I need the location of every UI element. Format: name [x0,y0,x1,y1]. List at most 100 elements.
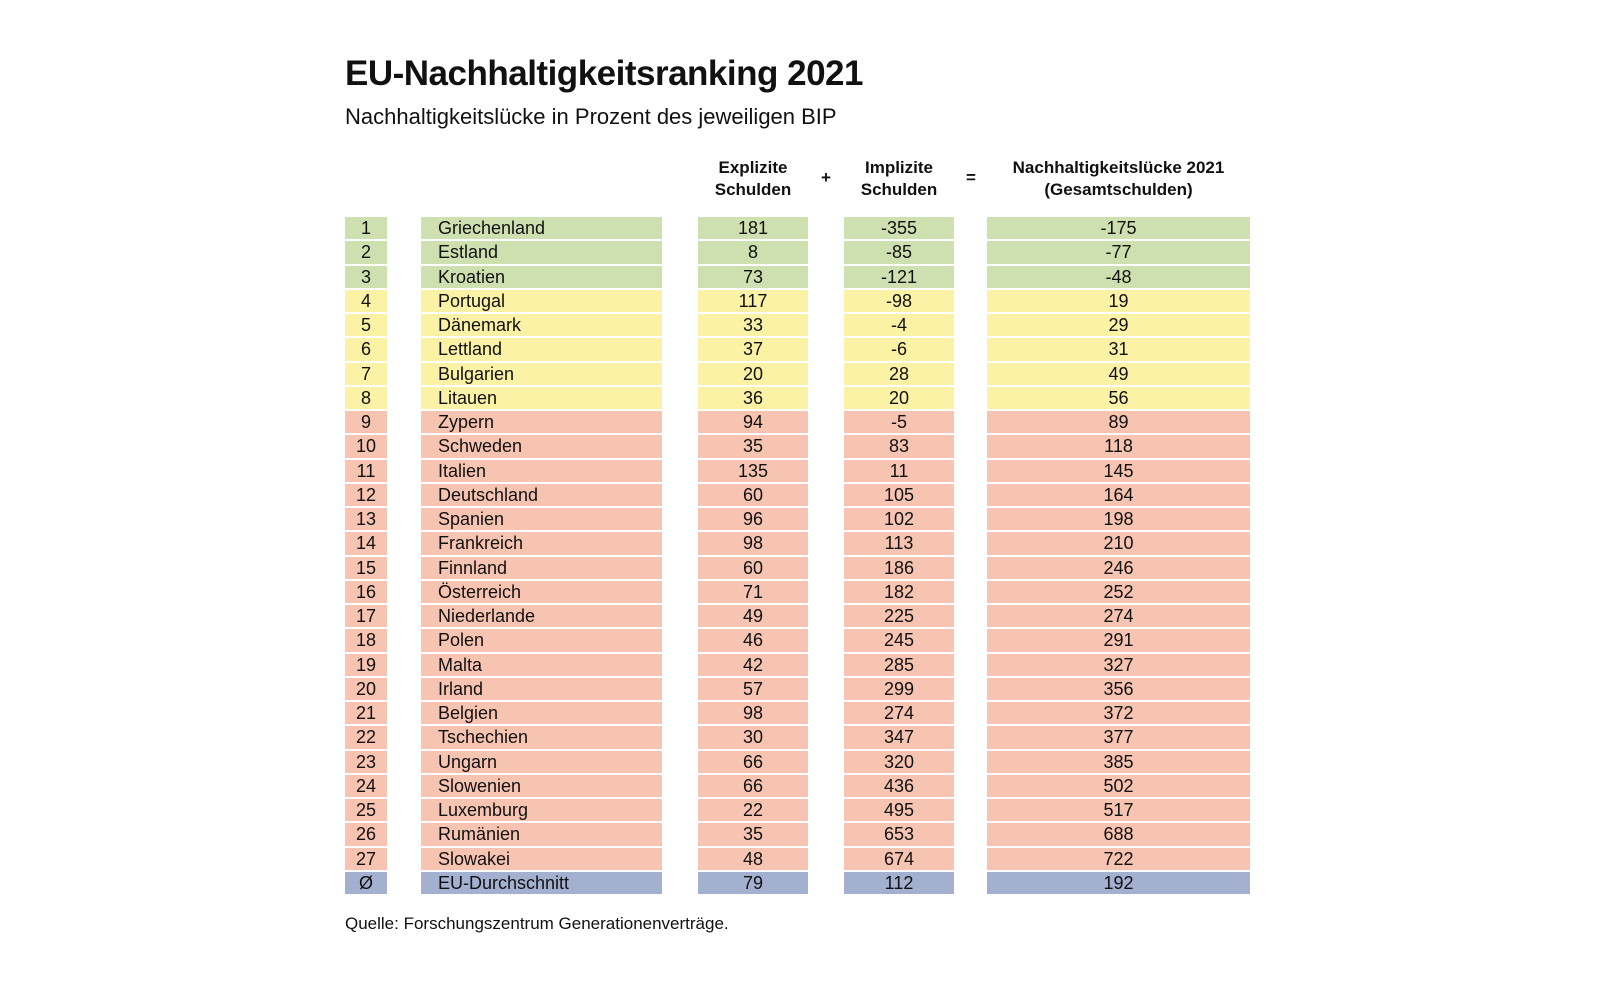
implicit-debt-cell: -5 [844,411,954,434]
total-gap-cell: 210 [987,532,1250,555]
explicit-debt-cell: 8 [698,241,808,264]
column-header-total-line2: (Gesamtschulden) [1044,180,1193,199]
implicit-debt-cell: 436 [844,774,954,798]
country-cell: Österreich [421,580,662,604]
implicit-debt-cell: 105 [844,483,954,507]
table-row: 21 Belgien 98 274 372 [0,702,1610,725]
implicit-debt-cell: -4 [844,314,954,337]
implicit-debt-cell: 83 [844,435,954,458]
total-gap-cell: -48 [987,265,1250,288]
rank-cell: 17 [345,605,387,628]
country-cell: Finnland [421,556,662,579]
implicit-debt-cell: 245 [844,629,954,652]
explicit-debt-cell: 79 [698,871,808,895]
column-header-explicit-line1: Explizite [718,158,788,177]
total-gap-cell: 31 [987,338,1250,361]
column-header-implicit-line2: Schulden [860,180,938,199]
implicit-debt-cell: -355 [844,217,954,240]
total-gap-cell: 356 [987,677,1250,701]
explicit-debt-cell: 98 [698,702,808,725]
implicit-debt-cell: 674 [844,847,954,870]
total-gap-cell: 89 [987,411,1250,434]
total-gap-cell: 722 [987,847,1250,870]
implicit-debt-cell: 225 [844,605,954,628]
table-row: 27 Slowakei 48 674 722 [0,847,1610,870]
explicit-debt-cell: 49 [698,605,808,628]
total-gap-cell: 118 [987,435,1250,458]
explicit-debt-cell: 37 [698,338,808,361]
implicit-debt-cell: 112 [844,871,954,895]
rank-cell: 11 [345,459,387,482]
explicit-debt-cell: 73 [698,265,808,288]
rank-cell: 10 [345,435,387,458]
explicit-debt-cell: 33 [698,314,808,337]
country-cell: Luxemburg [421,799,662,822]
total-gap-cell: 19 [987,289,1250,313]
table-row: 3 Kroatien 73 -121 -48 [0,265,1610,288]
table-row: 17 Niederlande 49 225 274 [0,605,1610,628]
rank-cell: 1 [345,217,387,240]
rank-cell: 12 [345,483,387,507]
total-gap-cell: 372 [987,702,1250,725]
country-cell: Italien [421,459,662,482]
implicit-debt-cell: -121 [844,265,954,288]
total-gap-cell: 145 [987,459,1250,482]
explicit-debt-cell: 66 [698,774,808,798]
explicit-debt-cell: 46 [698,629,808,652]
country-cell: Spanien [421,508,662,531]
table-row: 6 Lettland 37 -6 31 [0,338,1610,361]
implicit-debt-cell: 299 [844,677,954,701]
explicit-debt-cell: 181 [698,217,808,240]
chart-subtitle: Nachhaltigkeitslücke in Prozent des jewe… [345,104,837,129]
explicit-debt-cell: 20 [698,362,808,385]
column-header-total-line1: Nachhaltigkeitslücke 2021 [1012,158,1225,177]
rank-cell: 20 [345,677,387,701]
rank-cell: 26 [345,823,387,846]
rank-cell: 13 [345,508,387,531]
column-header-implicit: Implizite Schulden [844,157,954,201]
table-row: 26 Rumänien 35 653 688 [0,823,1610,846]
implicit-debt-cell: 320 [844,750,954,773]
table-row: 15 Finnland 60 186 246 [0,556,1610,579]
plus-operator: + [821,168,831,187]
table-row: 25 Luxemburg 22 495 517 [0,799,1610,822]
implicit-debt-cell: 102 [844,508,954,531]
rank-cell: 16 [345,580,387,604]
explicit-debt-cell: 60 [698,556,808,579]
total-gap-cell: 192 [987,871,1250,895]
total-gap-cell: 502 [987,774,1250,798]
rank-cell: 3 [345,265,387,288]
table-row: 5 Dänemark 33 -4 29 [0,314,1610,337]
total-gap-cell: -175 [987,217,1250,240]
total-gap-cell: 246 [987,556,1250,579]
table-row: Ø EU-Durchschnitt 79 112 192 [0,871,1610,895]
rank-cell: 27 [345,847,387,870]
rank-cell: 5 [345,314,387,337]
total-gap-cell: 688 [987,823,1250,846]
rank-cell: 19 [345,653,387,676]
rank-cell: 22 [345,726,387,749]
explicit-debt-cell: 96 [698,508,808,531]
implicit-debt-cell: -6 [844,338,954,361]
country-cell: Dänemark [421,314,662,337]
source-note: Quelle: Forschungszentrum Generationenve… [345,914,729,933]
country-cell: Deutschland [421,483,662,507]
total-gap-cell: -77 [987,241,1250,264]
explicit-debt-cell: 60 [698,483,808,507]
implicit-debt-cell: 11 [844,459,954,482]
total-gap-cell: 517 [987,799,1250,822]
rank-cell: 9 [345,411,387,434]
rank-cell: 25 [345,799,387,822]
explicit-debt-cell: 98 [698,532,808,555]
implicit-debt-cell: 28 [844,362,954,385]
rank-cell: 24 [345,774,387,798]
rank-cell: 7 [345,362,387,385]
country-cell: Slowakei [421,847,662,870]
implicit-debt-cell: 495 [844,799,954,822]
explicit-debt-cell: 22 [698,799,808,822]
explicit-debt-cell: 66 [698,750,808,773]
total-gap-cell: 385 [987,750,1250,773]
country-cell: Ungarn [421,750,662,773]
total-gap-cell: 377 [987,726,1250,749]
table-row: 4 Portugal 117 -98 19 [0,289,1610,313]
